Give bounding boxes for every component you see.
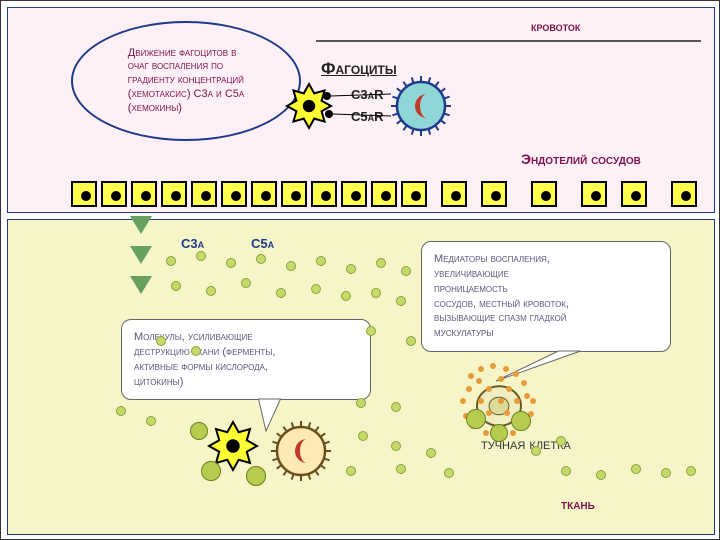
mast-granule <box>476 378 482 384</box>
chemokine-dot <box>316 256 326 266</box>
mast-granule <box>460 398 466 404</box>
mast-granule <box>521 380 527 386</box>
mast-granule <box>498 398 504 404</box>
chemokine-dot <box>561 466 571 476</box>
chemokine-dot <box>631 464 641 474</box>
chemokine-dot <box>156 336 166 346</box>
chemokine-dot <box>286 261 296 271</box>
chemokine-dot <box>311 284 321 294</box>
arrow-down-icon <box>126 246 156 276</box>
mast-granule <box>486 386 492 392</box>
chemokine-dot <box>556 436 566 446</box>
chemokine-dot <box>391 441 401 451</box>
mast-granule <box>503 366 509 372</box>
mast-granule <box>506 386 512 392</box>
chemokine-dot <box>396 296 406 306</box>
mast-granule <box>504 410 510 416</box>
chemokine-dot <box>356 398 366 408</box>
chemokine-dot <box>191 346 201 356</box>
chemokine-dot <box>241 278 251 288</box>
mast-granule <box>490 363 496 369</box>
mast-granule <box>486 410 492 416</box>
phago-blob <box>246 466 266 486</box>
chemokine-dot <box>256 254 266 264</box>
chemokine-dot <box>686 466 696 476</box>
chemokine-dot <box>196 251 206 261</box>
phago-blob <box>190 422 208 440</box>
mast-granule <box>514 398 520 404</box>
chemokine-dot <box>226 258 236 268</box>
chemokine-dot <box>166 256 176 266</box>
chemokine-dot <box>116 406 126 416</box>
chemokine-dot <box>358 431 368 441</box>
mast-blob <box>511 411 531 431</box>
mast-granule <box>530 398 536 404</box>
chemokine-dot <box>206 286 216 296</box>
chemokine-dot <box>341 291 351 301</box>
chemokine-dot <box>406 336 416 346</box>
mast-cell-icon <box>1 1 720 540</box>
chemokine-dot <box>276 288 286 298</box>
chemokine-dot <box>661 468 671 478</box>
mast-granule <box>524 393 530 399</box>
arrow-down-icon <box>126 276 156 306</box>
chemokine-dot <box>371 288 381 298</box>
mast-granule <box>468 373 474 379</box>
mast-granule <box>513 371 519 377</box>
mast-blob <box>466 409 486 429</box>
mast-granule <box>510 430 516 436</box>
phago-blob <box>201 461 221 481</box>
chemokine-dot <box>366 326 376 336</box>
chemokine-dot <box>401 266 411 276</box>
chemokine-dot <box>391 402 401 412</box>
chemokine-dot <box>171 281 181 291</box>
mast-granule <box>478 366 484 372</box>
mast-granule <box>483 430 489 436</box>
mast-granule <box>478 398 484 404</box>
chemokine-dot <box>346 264 356 274</box>
chemokine-dot <box>146 416 156 426</box>
chemokine-dot <box>346 466 356 476</box>
mast-blob <box>490 424 508 442</box>
mast-granule <box>466 386 472 392</box>
arrow-down-icon <box>126 216 156 246</box>
chemokine-dot <box>596 470 606 480</box>
chemokine-dot <box>396 464 406 474</box>
chemokine-dot <box>376 258 386 268</box>
mast-granule <box>498 376 504 382</box>
chemokine-dot <box>444 468 454 478</box>
chemokine-dot <box>426 448 436 458</box>
chemokine-dot <box>531 446 541 456</box>
